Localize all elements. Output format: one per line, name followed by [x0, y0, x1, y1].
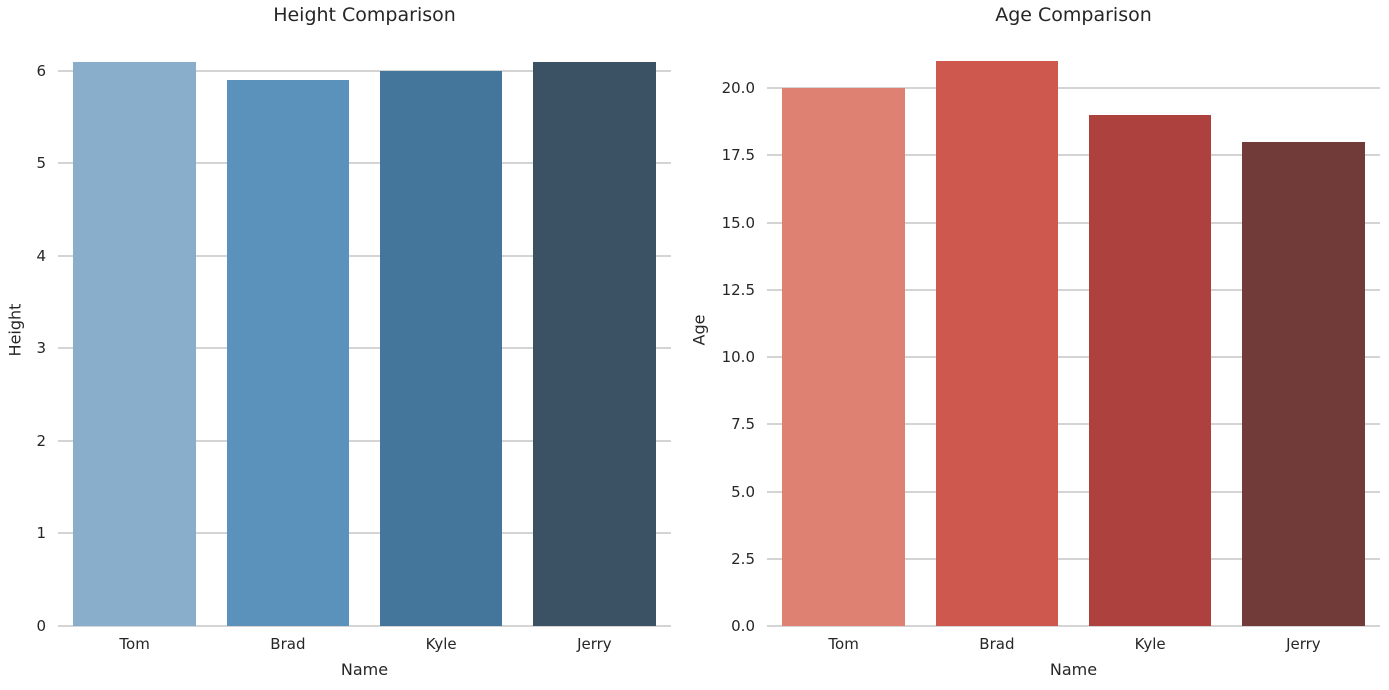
chart-title: Height Comparison: [273, 4, 456, 26]
bar-kyle: [1088, 115, 1212, 626]
y-tick-label: 10.0: [721, 348, 755, 367]
chart-title: Age Comparison: [995, 4, 1152, 26]
gridline: [58, 162, 671, 165]
bar-jerry: [1242, 141, 1365, 626]
x-tick-label: Tom: [828, 635, 859, 653]
y-tick-label: 12.5: [721, 280, 755, 299]
bar-brad: [226, 80, 350, 626]
x-tick-label: Jerry: [577, 635, 612, 653]
y-tick-label: 15.0: [721, 213, 755, 232]
y-tick-label: 2.5: [731, 549, 755, 568]
gridline: [58, 532, 671, 535]
gridline: [767, 557, 1380, 560]
gridline: [58, 347, 671, 350]
y-tick-label: 3: [36, 339, 46, 358]
gridline: [58, 254, 671, 257]
bar-brad: [935, 61, 1059, 626]
y-tick-label: 2: [36, 431, 46, 450]
bar-jerry: [533, 61, 656, 626]
plot-area: Height Comparison Height Name 0 1 2 3 4 5 6 Tom…: [6, 4, 671, 679]
x-tick-label: Kyle: [425, 635, 457, 653]
y-tick-label: 20.0: [721, 79, 755, 98]
gridline: [58, 69, 671, 72]
y-axis-label: Age: [689, 314, 709, 345]
gridline: [58, 439, 671, 442]
y-tick-label: 6: [36, 61, 46, 80]
y-tick-label: 0.0: [731, 617, 755, 635]
gridline: [767, 221, 1380, 224]
gridline: [767, 87, 1380, 90]
x-tick-label: Kyle: [1134, 635, 1166, 653]
gridline: [58, 625, 671, 627]
x-tick-label: Jerry: [1286, 635, 1321, 653]
gridline: [767, 423, 1380, 426]
bar-tom: [782, 88, 905, 626]
x-axis-label: Name: [1049, 660, 1098, 679]
gridline: [767, 288, 1380, 291]
y-tick-label: 5: [36, 154, 46, 173]
x-tick-label: Brad: [270, 635, 306, 653]
y-tick-label: 5.0: [731, 482, 755, 501]
gridline: [767, 154, 1380, 157]
x-tick-label: Brad: [979, 635, 1015, 653]
y-tick-label: 4: [36, 246, 46, 265]
plot-area: Age Comparison Age Name 0.0 2.5 5.0 7.5 10.0…: [690, 4, 1380, 679]
y-tick-label: 7.5: [731, 415, 755, 434]
x-tick-label: Tom: [119, 635, 150, 653]
x-axis-label: Name: [340, 660, 389, 679]
gridline: [767, 490, 1380, 493]
bar-kyle: [379, 70, 503, 626]
gridline: [767, 625, 1380, 627]
y-tick-label: 1: [36, 524, 46, 543]
y-axis-label: Height: [5, 303, 25, 356]
bar-tom: [73, 61, 196, 626]
y-tick-label: 17.5: [721, 146, 755, 165]
y-tick-label: 0: [36, 617, 46, 635]
gridline: [767, 356, 1380, 359]
